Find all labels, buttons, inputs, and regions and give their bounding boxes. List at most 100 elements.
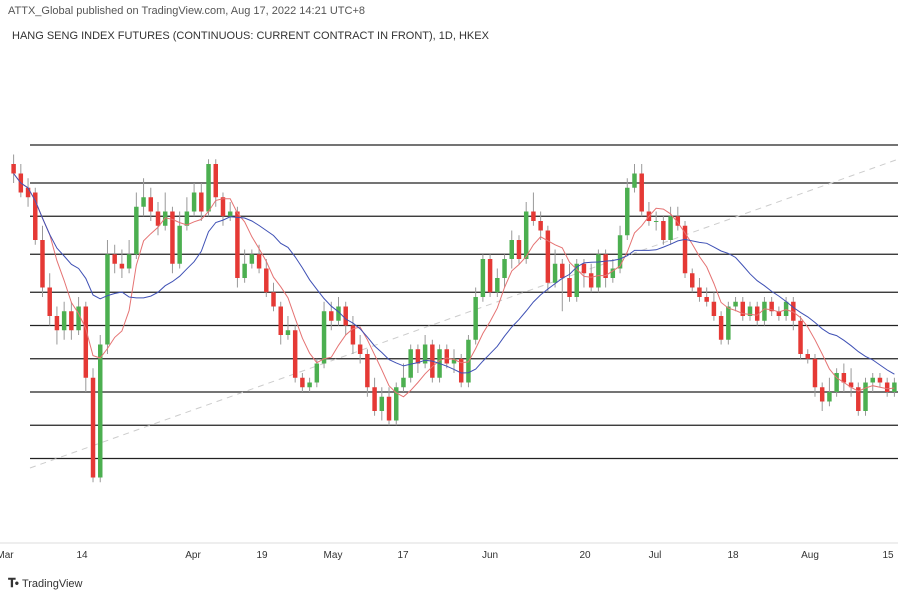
candle-body-80 [588, 273, 594, 288]
x-tick-label-5: 17 [397, 550, 409, 561]
candle-body-122 [892, 382, 897, 392]
candle-body-96 [704, 297, 709, 302]
candle-body-60 [444, 349, 450, 364]
candle-body-16 [126, 254, 132, 269]
candle-body-67 [495, 278, 500, 293]
published-line: ATTX_Global published on TradingView.com… [8, 5, 366, 17]
candle-body-44 [329, 311, 334, 321]
candle-body-21 [162, 211, 168, 226]
candle-body-48 [357, 344, 363, 354]
candle-body-87 [639, 173, 644, 212]
moving-averages [13, 173, 895, 398]
candle-body-29 [220, 197, 226, 217]
candle-body-99 [726, 306, 731, 340]
candle-body-2 [25, 187, 31, 198]
candle-body-104 [762, 301, 767, 321]
brand-label: TradingView [21, 577, 83, 590]
candle-body-70 [516, 240, 522, 259]
candle-body-120 [877, 377, 883, 383]
candle-body-114 [834, 373, 839, 392]
x-tick-label-6: Jun [482, 550, 498, 561]
candle-body-69 [509, 240, 514, 259]
candle-body-113 [827, 392, 832, 402]
footer: 𝐓• TradingView [8, 576, 82, 591]
candle-body-116 [848, 382, 854, 388]
candle-body-31 [235, 211, 240, 278]
candle-body-40 [300, 377, 305, 388]
trendline [29, 158, 898, 469]
candle-body-30 [227, 211, 233, 217]
candle-body-14 [112, 254, 117, 264]
candle-body-102 [747, 306, 753, 316]
candle-body-25 [191, 192, 197, 212]
candle-body-47 [350, 325, 356, 345]
candle-body-32 [242, 263, 247, 278]
candle-body-38 [285, 330, 291, 335]
candle-body-39 [292, 330, 298, 378]
candle-body-98 [718, 316, 724, 340]
candle-body-64 [473, 297, 478, 340]
horizontal-levels [30, 144, 898, 460]
candle-body-118 [863, 382, 868, 411]
candle-body-23 [177, 225, 182, 264]
candle-body-103 [754, 306, 760, 321]
candle-body-3 [33, 192, 38, 240]
candle-body-8 [69, 311, 74, 331]
candle-body-0 [11, 164, 16, 174]
candle-body-66 [487, 259, 493, 293]
tradingview-logo-icon: 𝐓• [8, 576, 19, 590]
candle-body-54 [401, 377, 406, 388]
candle-body-84 [617, 235, 623, 269]
x-tick-label-8: Jul [649, 550, 662, 561]
candle-body-71 [523, 211, 529, 259]
candle-body-79 [581, 263, 587, 274]
candle-body-77 [567, 278, 572, 297]
candle-body-65 [480, 259, 486, 297]
candle-body-105 [769, 301, 774, 312]
candle-body-93 [682, 225, 688, 274]
candle-body-112 [819, 387, 825, 402]
candle-body-52 [386, 396, 392, 421]
candle-body-109 [798, 320, 803, 354]
x-tick-label-2: Apr [185, 550, 201, 561]
candle-body-24 [184, 211, 190, 226]
candle-body-108 [791, 301, 796, 321]
candle-body-78 [574, 263, 579, 297]
candle-body-110 [805, 354, 810, 359]
candle-body-4 [40, 240, 45, 288]
candle-body-36 [271, 292, 276, 307]
candle-body-49 [365, 354, 370, 388]
candle-body-53 [394, 387, 399, 421]
x-tick-label-4: May [324, 550, 343, 561]
x-tick-label-11: 15 [882, 550, 894, 561]
x-tick-label-9: 18 [727, 550, 739, 561]
candle-body-26 [199, 192, 204, 212]
candle-body-121 [884, 382, 890, 392]
candle-body-57 [422, 344, 428, 364]
candle-body-73 [538, 221, 543, 231]
candle-body-35 [264, 268, 269, 293]
candle-body-51 [379, 396, 385, 411]
candle-body-91 [668, 216, 673, 240]
x-tick-label-7: 20 [579, 550, 591, 561]
candle-body-17 [134, 206, 139, 255]
candle-body-50 [372, 387, 377, 411]
candle-body-76 [560, 263, 565, 278]
candle-body-55 [408, 349, 413, 378]
x-tick-label-10: Aug [801, 550, 819, 561]
x-tick-label-1: 14 [76, 550, 88, 561]
candle-body-89 [653, 221, 659, 222]
candle-body-117 [856, 387, 861, 411]
candle-body-41 [307, 382, 312, 388]
candle-body-82 [603, 254, 608, 278]
candle-body-43 [321, 311, 327, 364]
candle-body-95 [697, 287, 702, 297]
candle-body-42 [314, 363, 320, 383]
x-axis: Mar 14 Apr 19 May 17 Jun 20 Jul 18 Aug 15 [0, 542, 898, 561]
candle-body-86 [632, 173, 637, 188]
candle-body-107 [783, 301, 789, 316]
candle-body-10 [83, 306, 89, 378]
candle-body-94 [690, 273, 695, 288]
candle-body-111 [812, 358, 818, 388]
